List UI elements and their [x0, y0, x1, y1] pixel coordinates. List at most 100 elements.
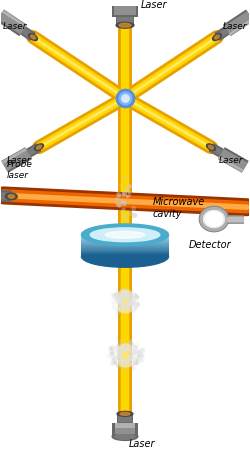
Bar [82, 243, 168, 244]
Bar [114, 0, 136, 16]
Point [111, 353, 115, 360]
Point [116, 353, 120, 360]
Point [118, 298, 122, 305]
Bar [82, 237, 168, 238]
Point [120, 191, 124, 198]
Ellipse shape [82, 246, 168, 267]
Text: Detector: Detector [189, 239, 231, 249]
Point [134, 354, 138, 361]
Point [122, 200, 126, 207]
Bar [0, 12, 26, 36]
Point [124, 364, 128, 371]
Point [116, 343, 120, 350]
Point [129, 306, 133, 313]
Bar [82, 241, 168, 242]
Point [113, 359, 117, 366]
Bar [26, 143, 42, 158]
Bar [0, 193, 12, 201]
Point [130, 359, 134, 367]
Bar [82, 251, 168, 252]
Point [128, 346, 132, 353]
Text: Laser: Laser [7, 155, 32, 164]
Point [112, 345, 116, 352]
Point [114, 295, 118, 302]
Ellipse shape [119, 24, 131, 28]
Point [130, 362, 134, 369]
Point [133, 356, 137, 363]
Point [107, 352, 111, 359]
Point [118, 304, 122, 311]
Point [135, 352, 139, 359]
Point [116, 292, 120, 299]
Point [122, 212, 126, 220]
Point [119, 360, 123, 367]
Point [119, 306, 123, 313]
Point [111, 356, 115, 363]
Bar [210, 145, 223, 156]
Point [119, 291, 123, 298]
Point [128, 292, 132, 299]
Point [119, 199, 123, 206]
Point [132, 355, 136, 363]
Bar [118, 416, 132, 422]
Point [107, 353, 111, 360]
Point [119, 307, 123, 314]
Point [118, 292, 122, 299]
Point [131, 302, 135, 309]
Bar [0, 190, 12, 203]
Point [121, 364, 125, 371]
Point [128, 353, 132, 360]
Point [116, 295, 120, 302]
Point [123, 297, 127, 304]
Ellipse shape [214, 36, 219, 40]
Bar [117, 414, 133, 423]
Point [119, 304, 123, 311]
Point [115, 292, 119, 299]
Point [134, 294, 138, 301]
Point [118, 290, 122, 297]
Point [124, 290, 128, 297]
Ellipse shape [31, 36, 36, 40]
Point [116, 307, 120, 314]
Bar [82, 236, 168, 237]
Bar [112, 0, 138, 18]
Point [125, 303, 129, 310]
Point [117, 305, 121, 312]
Point [118, 202, 122, 209]
Point [122, 288, 126, 295]
Point [121, 345, 125, 353]
Bar [2, 11, 27, 28]
Point [114, 360, 118, 367]
Point [125, 358, 129, 365]
Point [120, 342, 124, 350]
Point [132, 204, 136, 212]
Point [124, 303, 128, 310]
Point [115, 291, 119, 298]
Text: Laser: Laser [218, 155, 243, 164]
Bar [116, 16, 134, 26]
Point [118, 298, 122, 305]
Ellipse shape [116, 23, 134, 29]
Point [134, 345, 138, 352]
Bar [227, 217, 243, 221]
Point [119, 201, 123, 208]
Point [111, 300, 115, 308]
Point [125, 292, 129, 299]
Point [127, 299, 131, 307]
Point [125, 341, 129, 348]
Bar [218, 157, 244, 173]
Point [128, 338, 132, 345]
Point [119, 355, 123, 363]
Bar [229, 19, 250, 37]
Point [122, 293, 126, 300]
Ellipse shape [206, 144, 216, 151]
Ellipse shape [5, 194, 17, 200]
Point [123, 292, 127, 299]
Point [132, 349, 136, 356]
Point [123, 95, 127, 102]
Point [116, 297, 120, 304]
Point [127, 189, 131, 196]
Point [120, 290, 124, 297]
Point [123, 351, 127, 359]
Point [133, 299, 137, 306]
